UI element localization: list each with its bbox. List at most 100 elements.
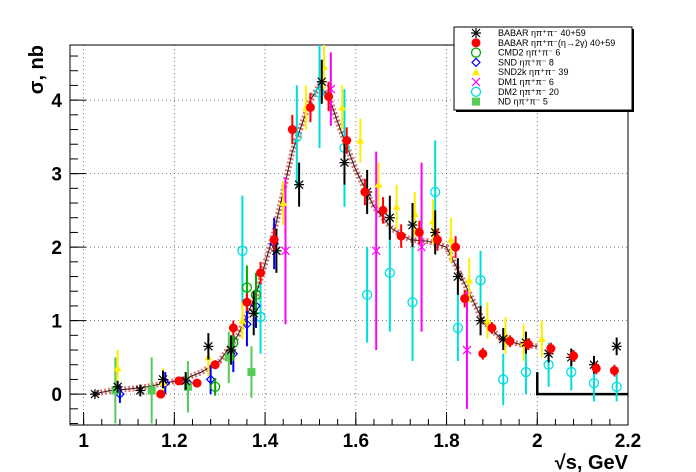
data-point: [566, 366, 577, 378]
data-point: [242, 297, 252, 307]
data-point: [238, 316, 247, 324]
data-point: [305, 102, 315, 112]
data-point: [537, 335, 546, 343]
data-point: [465, 276, 474, 284]
series-0: [89, 59, 622, 400]
data-point: [384, 267, 395, 279]
data-point: [523, 339, 533, 349]
data-point: [569, 351, 579, 361]
data-point: [609, 366, 619, 376]
data-point-stroke: [271, 246, 281, 256]
legend-marker: [471, 28, 481, 38]
legend-marker-stroke: [471, 28, 481, 38]
data-point: [392, 202, 401, 210]
x-tick-label: 2: [532, 431, 543, 452]
series-6: [237, 45, 622, 406]
data-point: [447, 235, 456, 243]
data-point: [314, 87, 325, 98]
data-point: [210, 360, 220, 370]
series-2: [210, 265, 262, 396]
data-point: [407, 220, 418, 231]
data-point: [203, 341, 214, 352]
data-point: [430, 186, 441, 198]
data-point: [591, 363, 601, 373]
data-point: [147, 386, 156, 395]
data-point: [250, 289, 262, 301]
legend-marker: [470, 47, 482, 58]
legend-marker: [471, 57, 481, 68]
legend-label: SND2k ηπ⁺π⁻ 39: [498, 67, 568, 77]
data-point: [135, 385, 146, 396]
y-tick-label: 3: [51, 165, 62, 186]
data-point: [111, 386, 120, 395]
data-point: [478, 349, 488, 359]
data-point: [520, 366, 532, 378]
y-tick-label: 4: [51, 91, 62, 112]
x-tick-label: 1.8: [433, 431, 459, 452]
data-point: [483, 316, 492, 324]
data-point: [339, 157, 350, 168]
data-point: [460, 294, 470, 304]
y-tick-label: 0: [51, 385, 62, 406]
x-axis: 1 1.2 1.4 1.6 1.8 2 2.2: [78, 412, 641, 452]
data-point: [205, 374, 216, 385]
legend-entry: SND2k ηπ⁺π⁻ 39: [472, 67, 568, 77]
data-point: [417, 242, 427, 252]
data-point: [407, 297, 418, 308]
data-point-stroke: [371, 246, 381, 256]
data-point: [158, 374, 168, 385]
data-series: [89, 45, 622, 424]
data-point: [475, 275, 486, 286]
data-point-stroke: [417, 242, 427, 252]
legend-entry: DM2 ηπ⁺π⁻ 20: [470, 86, 559, 97]
data-point-stroke: [203, 341, 213, 351]
data-point: [113, 364, 122, 372]
plot-frame: [69, 44, 629, 426]
legend-label: ND ηπ⁺π⁻ 5: [498, 97, 548, 107]
data-point: [294, 179, 305, 190]
series-7: [111, 331, 256, 424]
data-point: [498, 374, 509, 385]
y-tick-label: 1: [51, 312, 62, 333]
data-point-stroke: [317, 77, 327, 87]
data-point: [281, 246, 290, 256]
data-point: [342, 136, 352, 146]
data-point: [156, 389, 166, 399]
legend-label: DM1 ηπ⁺π⁻ 6: [498, 77, 554, 87]
data-point: [432, 235, 442, 245]
data-point: [247, 368, 256, 377]
data-point: [287, 125, 297, 135]
data-point: [611, 341, 622, 352]
data-point: [384, 212, 395, 223]
x-axis-label: √s, GeV: [555, 452, 629, 472]
threshold-step-line: [536, 372, 628, 396]
data-point: [378, 205, 388, 215]
data-point-stroke: [476, 316, 485, 326]
data-point: [611, 381, 622, 392]
legend-entry: ND ηπ⁺π⁻ 5: [472, 97, 548, 107]
data-point: [505, 336, 515, 346]
data-point: [452, 271, 463, 282]
data-point-stroke: [90, 389, 100, 399]
legend-label: DM2 ηπ⁺π⁻ 20: [498, 87, 559, 97]
data-point: [338, 103, 347, 111]
x-tick-label: 2.2: [615, 431, 641, 452]
data-point: [271, 245, 282, 256]
series-1: [156, 81, 619, 399]
data-point: [396, 231, 406, 241]
data-point-stroke: [294, 180, 304, 190]
legend-entry: CMD2 ηπ⁺π⁻ 6: [470, 47, 560, 58]
data-point: [356, 136, 365, 144]
data-point: [414, 227, 424, 237]
legend-marker: [471, 38, 481, 48]
legend-marker: [472, 68, 480, 76]
data-point: [462, 345, 472, 355]
y-tick-label: 2: [51, 238, 62, 259]
data-point: [183, 382, 192, 391]
legend-label: SND ηπ⁺π⁻ 8: [498, 57, 554, 67]
y-axis: 0 1 2 3 4: [51, 55, 86, 425]
legend-marker-stroke: [471, 77, 481, 87]
legend-box: [453, 26, 633, 111]
data-point: [487, 323, 497, 333]
